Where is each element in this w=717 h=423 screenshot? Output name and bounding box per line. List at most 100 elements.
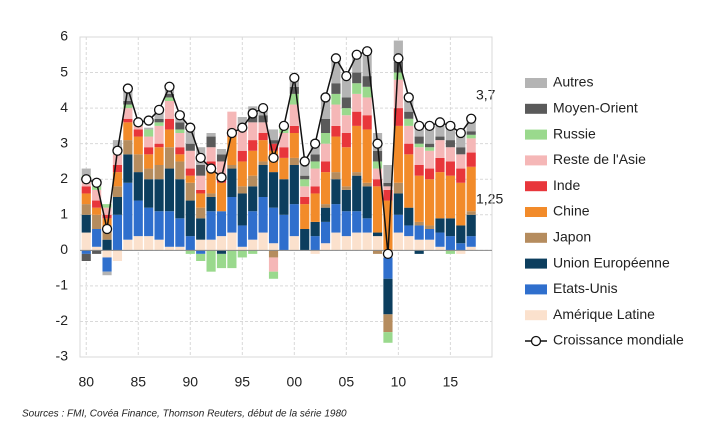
- bar-segment: [393, 214, 403, 233]
- legend-swatch: [525, 232, 547, 243]
- line-marker: [382, 248, 394, 260]
- bar-segment: [144, 236, 154, 251]
- bar-segment: [102, 204, 112, 208]
- bar-segment: [102, 257, 112, 272]
- line-marker: [257, 102, 269, 114]
- bar-segment: [435, 136, 445, 141]
- x-tick-label: 85: [130, 374, 146, 390]
- bar-segment: [372, 250, 383, 254]
- bar-segment: [352, 83, 362, 94]
- y-tick-label: 1: [60, 205, 68, 221]
- bar-segment: [123, 118, 133, 123]
- bar-segment: [81, 186, 91, 194]
- bar-segment: [341, 97, 351, 109]
- y-tick-label: 3: [60, 134, 68, 150]
- legend-marker: [530, 335, 542, 347]
- bar-segment: [175, 218, 185, 247]
- legend-swatch: [525, 258, 547, 269]
- bar-segment: [404, 118, 414, 126]
- bar-segment: [414, 225, 424, 240]
- bar-segment: [258, 140, 268, 162]
- line-marker: [309, 138, 321, 149]
- line-marker: [205, 163, 217, 174]
- bar-segment: [123, 101, 133, 105]
- bar-segment: [289, 165, 299, 205]
- x-tick-label: 90: [182, 374, 198, 390]
- bar-segment: [279, 214, 289, 251]
- bar-segment: [341, 133, 351, 148]
- line-marker: [351, 49, 362, 60]
- bar-segment: [435, 246, 445, 251]
- legend-label: Reste de l'Asie: [553, 151, 646, 167]
- bar-segment: [92, 250, 102, 254]
- bar-segment: [258, 161, 268, 165]
- bar-segment: [258, 122, 268, 133]
- bar-segment: [196, 250, 206, 254]
- bar-segment: [227, 136, 237, 165]
- line-marker: [216, 172, 227, 183]
- bar-segment: [445, 147, 455, 162]
- bar-segment: [268, 143, 279, 151]
- bar-segment: [268, 172, 279, 208]
- bar-segment: [341, 236, 351, 251]
- bar-segment: [372, 161, 383, 169]
- legend-swatch: [525, 103, 547, 114]
- bar-segment: [393, 182, 403, 194]
- bar-segment: [248, 122, 258, 141]
- bar-segment: [383, 332, 393, 343]
- bar-segment: [331, 232, 341, 251]
- line-marker: [174, 110, 186, 121]
- bar-segment: [435, 172, 445, 219]
- legend-swatch: [525, 78, 547, 88]
- line-marker: [226, 127, 238, 139]
- bar-segment: [341, 108, 351, 116]
- bar-segment: [331, 179, 341, 205]
- bar-segment: [362, 218, 372, 233]
- bar-segment: [383, 165, 393, 183]
- bar-segment: [248, 175, 258, 187]
- bar-segment: [362, 232, 372, 251]
- bar-segment: [331, 104, 341, 126]
- bar-segment: [362, 182, 372, 187]
- line-marker: [330, 53, 342, 64]
- bar-segment: [185, 143, 195, 151]
- bar-segment: [154, 118, 164, 123]
- bar-segment: [81, 250, 91, 254]
- bar-segment: [227, 232, 237, 251]
- bar-segment: [331, 125, 341, 137]
- line-marker: [122, 83, 134, 94]
- bar-segment: [456, 225, 466, 244]
- bar-segment: [154, 179, 164, 212]
- bar-segment: [466, 118, 476, 132]
- line-marker: [112, 145, 123, 156]
- bar-segment: [102, 271, 112, 276]
- legend-label: Autres: [553, 74, 593, 90]
- bar-segment: [185, 131, 195, 144]
- bar-segment: [268, 243, 279, 251]
- bar-segment: [175, 147, 185, 155]
- bar-segment: [133, 129, 143, 137]
- line-marker: [424, 120, 435, 132]
- bar-segment: [331, 93, 341, 105]
- bar-segment: [466, 211, 476, 215]
- bar-segment: [466, 152, 476, 167]
- bar-segment: [320, 97, 331, 119]
- bar-segment: [185, 168, 195, 176]
- line-marker: [237, 122, 248, 133]
- bar-segment: [393, 108, 403, 126]
- bar-segment: [352, 125, 362, 173]
- bar-segment: [320, 143, 331, 162]
- bar-segment: [227, 165, 237, 169]
- legend-label: Inde: [553, 177, 580, 193]
- bar-segment: [362, 97, 372, 116]
- line-marker: [341, 70, 352, 82]
- bar-segment: [237, 193, 247, 226]
- legend-swatch: [525, 181, 547, 192]
- bar-segment: [310, 168, 320, 187]
- bar-segment: [300, 204, 310, 229]
- bar-segment: [456, 154, 466, 169]
- bar-segment: [154, 239, 164, 251]
- bar-segment: [81, 232, 91, 251]
- x-tick-label: 95: [235, 374, 251, 390]
